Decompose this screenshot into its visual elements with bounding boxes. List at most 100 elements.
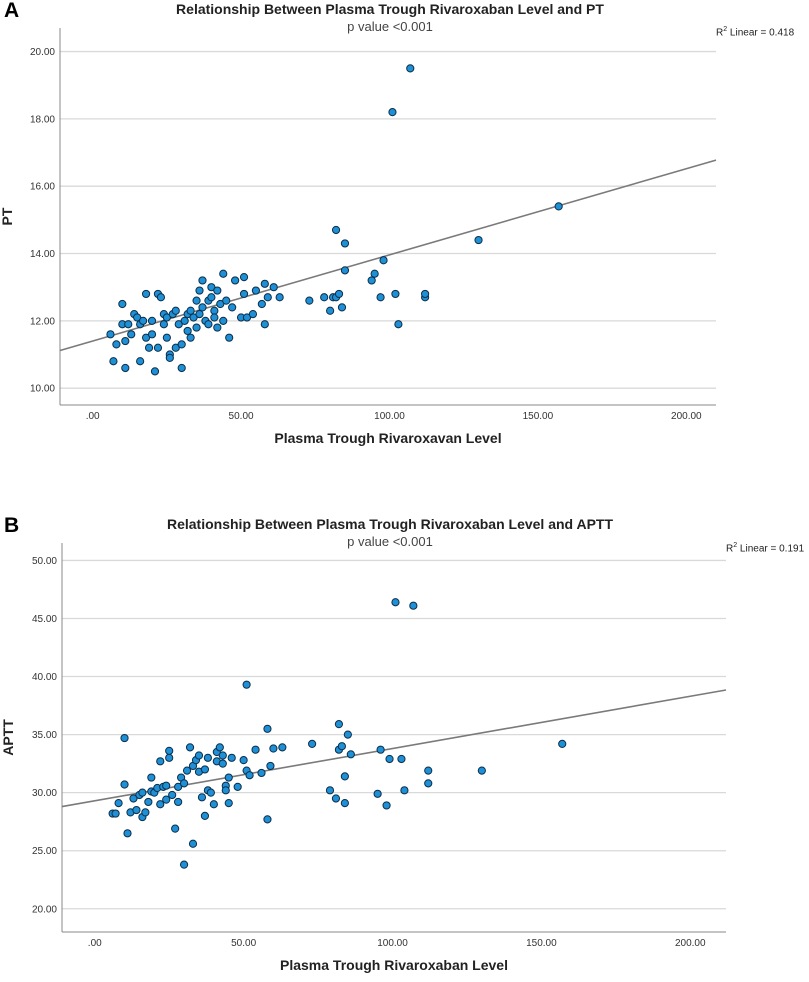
data-point (203, 753, 213, 762)
data-point (224, 773, 233, 782)
r2-value: Linear = 0.191 (739, 543, 805, 555)
data-point (198, 276, 207, 285)
data-point (218, 759, 227, 768)
data-point (124, 320, 133, 329)
data-point (147, 773, 156, 782)
r2-annotation: R2 Linear = 0.418 (716, 26, 794, 38)
data-point (278, 743, 287, 752)
data-point (385, 754, 394, 764)
y-axis-title: APTT (0, 719, 16, 756)
x-tick-label: 200.00 (675, 938, 706, 949)
data-point (379, 256, 388, 265)
data-point (382, 801, 391, 810)
data-point (370, 269, 379, 278)
data-point (179, 779, 189, 788)
data-point (109, 357, 118, 366)
r2-prefix: R (716, 27, 724, 39)
data-point (367, 276, 376, 285)
x-tick-label: 100.00 (377, 938, 408, 949)
data-point (144, 343, 154, 352)
data-point (165, 753, 174, 762)
data-point (183, 326, 192, 336)
data-point (397, 754, 406, 764)
data-point (174, 782, 183, 791)
data-point (186, 333, 195, 342)
data-point (139, 316, 148, 325)
data-point (218, 751, 227, 760)
y-tick-label: 25.00 (32, 846, 57, 857)
data-point (168, 790, 177, 800)
data-point (343, 730, 352, 739)
data-point (213, 286, 222, 295)
data-point (114, 799, 123, 808)
y-tick-label: 40.00 (32, 672, 57, 683)
data-point (144, 797, 153, 807)
data-point (207, 293, 216, 302)
data-point (159, 320, 168, 329)
data-point (409, 601, 418, 610)
y-tick-label: 18.00 (30, 114, 55, 125)
data-point (188, 839, 198, 848)
data-point (120, 733, 129, 743)
chart-title: Relationship Between Plasma Trough Rivar… (176, 1, 604, 17)
data-point (165, 353, 174, 362)
x-tick-label: 100.00 (374, 411, 405, 422)
data-point (165, 746, 174, 755)
data-point (421, 289, 430, 299)
x-tick-label: .00 (88, 938, 102, 949)
data-point (150, 367, 160, 376)
data-point (320, 293, 329, 302)
data-point (141, 808, 150, 817)
data-point (337, 303, 347, 312)
data-point (331, 794, 341, 803)
data-point (210, 313, 219, 322)
x-tick-label: 150.00 (526, 938, 557, 949)
data-point (266, 761, 275, 771)
data-point (129, 794, 138, 803)
panel-letter: B (4, 514, 20, 537)
data-point (391, 598, 400, 607)
data-point (388, 108, 397, 117)
data-point (195, 310, 204, 319)
data-point (111, 809, 120, 818)
data-point (239, 756, 248, 765)
data-point (171, 824, 180, 833)
data-point (376, 293, 385, 302)
x-tick-label: 50.00 (231, 938, 256, 949)
data-point (192, 323, 201, 332)
x-tick-label: 150.00 (523, 411, 554, 422)
data-point (248, 310, 258, 319)
data-point (554, 202, 563, 211)
y-tick-label: 14.00 (30, 249, 55, 260)
chart-panel-a: A Relationship Between Plasma Trough Riv… (0, 0, 809, 470)
data-point (376, 745, 385, 754)
data-point (209, 800, 218, 809)
data-point (198, 303, 207, 312)
data-point (174, 797, 183, 807)
data-point (222, 296, 231, 305)
data-point (340, 239, 350, 248)
chart-panel-b: B Relationship Between Plasma Trough Riv… (0, 514, 809, 982)
regression-line (61, 689, 727, 808)
data-point (275, 293, 284, 302)
data-point (260, 279, 269, 288)
data-point (147, 316, 157, 325)
r2-annotation: R2 Linear = 0.191 (726, 542, 804, 554)
data-point (340, 266, 350, 275)
data-point (305, 296, 314, 305)
x-axis-title: Plasma Trough Rivaroxaban Level (280, 957, 508, 973)
data-point (245, 771, 254, 780)
data-point (219, 269, 228, 278)
data-point (171, 306, 180, 315)
data-point (194, 751, 204, 760)
data-point (132, 805, 141, 815)
data-point (227, 753, 236, 762)
data-point (424, 766, 433, 775)
data-point (192, 296, 201, 305)
y-tick-label: 10.00 (30, 384, 55, 395)
r2-superscript: 2 (723, 26, 728, 33)
y-tick-label: 30.00 (32, 788, 57, 799)
data-point (112, 340, 121, 349)
data-point (391, 289, 400, 299)
data-point (231, 276, 240, 285)
